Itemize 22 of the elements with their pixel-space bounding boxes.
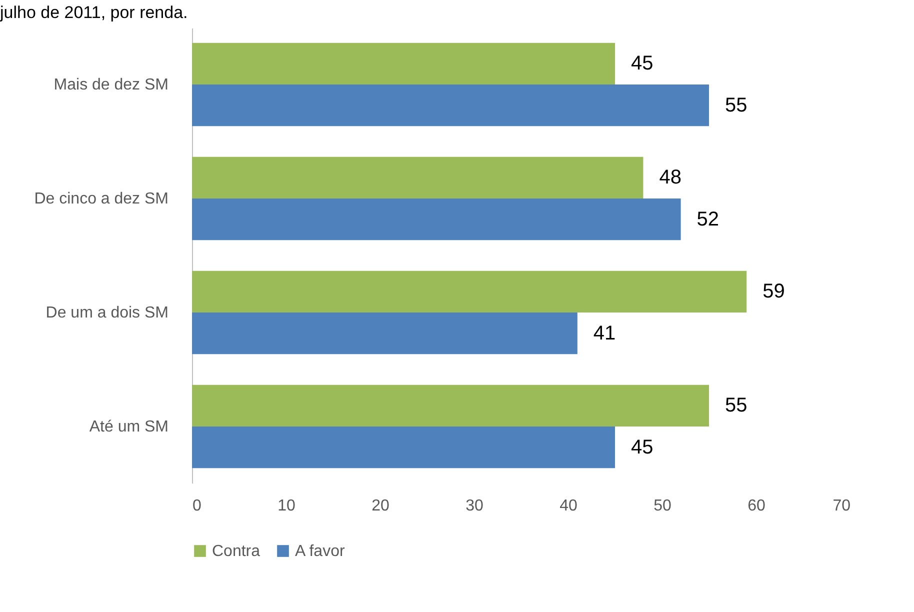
y-tick-label: De um a dois SM: [46, 304, 168, 322]
data-label: 52: [696, 208, 720, 230]
data-label: 55: [725, 394, 748, 417]
x-tick-label: 50: [654, 498, 672, 514]
data-label: 41: [593, 322, 616, 344]
x-tick-label: 70: [832, 498, 851, 514]
data-label: 45: [631, 436, 654, 458]
x-tick-label: 40: [560, 498, 578, 514]
data-label: 45: [631, 52, 654, 75]
x-tick-label: 10: [278, 498, 296, 514]
x-tick-label: 0: [192, 498, 202, 514]
x-tick-label: 60: [748, 498, 766, 514]
data-label: 55: [725, 94, 748, 116]
data-label: 59: [762, 280, 785, 303]
x-tick-label: 30: [466, 498, 484, 514]
legend-label: Contra: [212, 543, 260, 560]
y-tick-label: Mais de dez SM: [54, 76, 168, 94]
x-tick-label: 20: [372, 498, 390, 514]
y-tick-label: De cinco a dez SM: [34, 190, 168, 208]
data-label: 48: [659, 166, 682, 189]
y-tick-label: Até um SM: [89, 418, 168, 436]
legend-label: A favor: [295, 543, 346, 560]
